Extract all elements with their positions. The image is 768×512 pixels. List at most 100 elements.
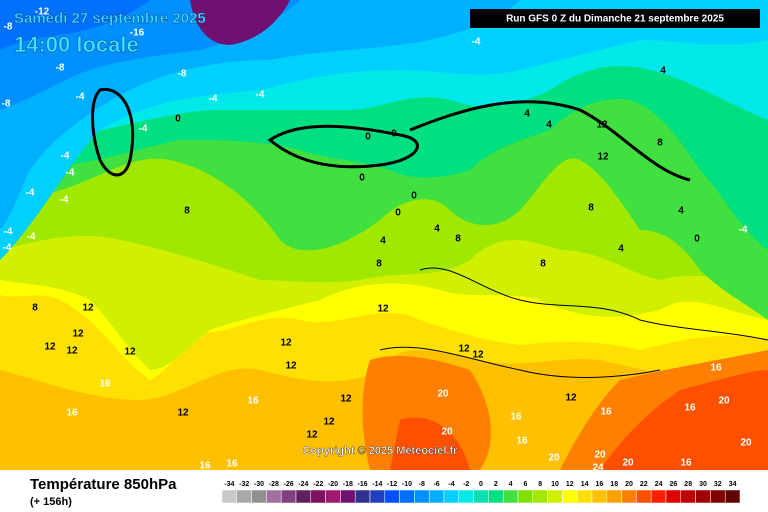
forecast-date: Samedi 27 septembre 2025	[14, 10, 206, 27]
legend-label: -32	[239, 481, 249, 488]
legend-swatch	[517, 489, 534, 504]
contour-label: 20	[437, 389, 449, 400]
contour-label: 16	[684, 403, 696, 414]
legend-swatch	[384, 489, 400, 504]
contour-label: 16	[99, 379, 111, 390]
contour-label: 12	[596, 120, 608, 131]
legend-label: 24	[655, 481, 663, 488]
contour-label: 16	[510, 412, 522, 423]
legend-label: -4	[448, 481, 454, 488]
legend-label: -30	[254, 481, 264, 488]
contour-label: 20	[740, 438, 752, 449]
legend-swatch	[665, 489, 682, 504]
contour-label: 8	[184, 206, 190, 217]
contour-label: 12	[72, 329, 84, 340]
contour-label: 12	[280, 338, 292, 349]
contour-label: 8	[32, 303, 38, 314]
legend-swatch	[724, 489, 741, 504]
legend-label: 6	[523, 481, 527, 488]
legend-swatch	[280, 489, 297, 504]
contour-label: 4	[678, 206, 684, 217]
legend-label: 10	[551, 481, 559, 488]
legend-swatch	[399, 489, 415, 504]
legend-label: 4	[509, 481, 513, 488]
contour-label: 4	[618, 244, 624, 255]
contour-label: -16	[130, 28, 145, 39]
contour-label: -4	[4, 227, 13, 238]
legend-label: -16	[358, 481, 368, 488]
legend-swatch	[310, 489, 326, 504]
legend-swatch	[428, 489, 445, 504]
contour-label: -8	[2, 99, 11, 110]
contour-label: -4	[26, 188, 35, 199]
contour-label: 16	[680, 458, 692, 469]
contour-label: -4	[61, 151, 70, 162]
contour-label: 4	[660, 66, 666, 77]
legend-swatch	[547, 489, 563, 504]
contour-label: 12	[472, 350, 484, 361]
legend-swatch	[325, 489, 341, 504]
legend-label: 30	[699, 481, 707, 488]
legend-label: -10	[402, 481, 412, 488]
contour-label: -4	[27, 232, 36, 243]
contour-label: 16	[247, 396, 259, 407]
legend-label: -28	[269, 481, 279, 488]
contour-label: 12	[340, 394, 352, 405]
contour-labels: -12 -16 -8 -8 -8 -4 -4 -4 -4 0 -8 -4 -4 -4 -4 -4 -4 -4 -4 4…	[2, 7, 752, 474]
contour-label: -12	[35, 7, 50, 18]
legend-swatch	[266, 489, 282, 504]
legend-label: -2	[463, 481, 469, 488]
legend-label: -24	[298, 481, 308, 488]
legend-swatch	[650, 489, 667, 504]
contour-label: 4	[434, 224, 440, 235]
legend-label: -20	[328, 481, 338, 488]
legend-swatch	[251, 489, 267, 504]
lead-time: (+ 156h)	[30, 496, 72, 508]
contour-label: 8	[540, 259, 546, 270]
contour-label: 0	[359, 173, 365, 184]
legend-swatch	[680, 489, 696, 504]
legend-swatch	[591, 489, 608, 504]
legend-swatch	[488, 489, 504, 504]
legend-label: 28	[684, 481, 692, 488]
forecast-time: 14:00 locale	[14, 32, 139, 57]
contour-label: 12	[306, 430, 318, 441]
contour-label: 0	[365, 132, 371, 143]
variable-label: Température 850hPa	[30, 476, 177, 493]
contour-label: 12	[377, 304, 389, 315]
contour-label: 16	[66, 408, 78, 419]
contour-label: -4	[139, 124, 148, 135]
contour-label: 12	[323, 417, 335, 428]
legend-label: 8	[538, 481, 542, 488]
legend-swatch	[458, 489, 474, 504]
run-info: Run GFS 0 Z du Dimanche 21 septembre 202…	[506, 14, 724, 25]
contour-label: -8	[178, 69, 187, 80]
contour-label: -4	[60, 195, 69, 206]
contour-label: 0	[694, 234, 700, 245]
legend-label: 18	[610, 481, 618, 488]
contour-label: 12	[177, 408, 189, 419]
contour-label: 16	[226, 459, 238, 470]
legend-label: 14	[581, 481, 589, 488]
contour-label: 16	[199, 461, 211, 472]
legend-swatch	[340, 489, 356, 504]
contour-label: 16	[710, 363, 722, 374]
contour-label: 20	[548, 453, 560, 464]
legend-label: 12	[566, 481, 574, 488]
legend-label: 34	[729, 481, 737, 488]
contour-label: -8	[4, 22, 13, 33]
contour-label: 16	[600, 407, 612, 418]
legend-swatch	[295, 489, 312, 504]
contour-label: 12	[458, 344, 470, 355]
legend-label: 26	[670, 481, 678, 488]
contour-label: 20	[594, 450, 606, 461]
contour-label: -4	[472, 37, 481, 48]
legend-swatch	[473, 489, 489, 504]
legend-swatch	[443, 489, 460, 504]
contour-label: 12	[66, 346, 78, 357]
legend-label: 16	[596, 481, 604, 488]
contour-label: 0	[175, 114, 181, 125]
contour-label: 8	[455, 234, 461, 245]
contour-label: -8	[56, 63, 65, 74]
